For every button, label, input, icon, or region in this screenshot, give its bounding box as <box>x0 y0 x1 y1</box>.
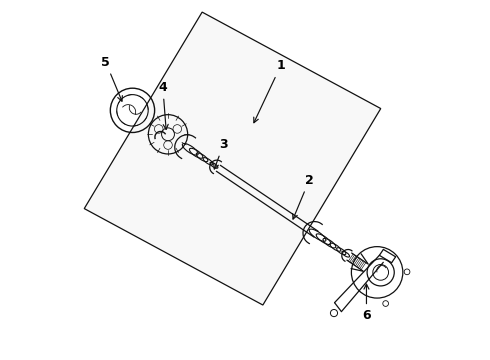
Text: 5: 5 <box>101 55 122 101</box>
Text: 2: 2 <box>293 174 314 219</box>
Text: 6: 6 <box>362 284 371 322</box>
Text: 4: 4 <box>158 81 168 130</box>
Polygon shape <box>84 12 381 305</box>
Text: 1: 1 <box>254 59 285 123</box>
Text: 3: 3 <box>214 138 228 169</box>
